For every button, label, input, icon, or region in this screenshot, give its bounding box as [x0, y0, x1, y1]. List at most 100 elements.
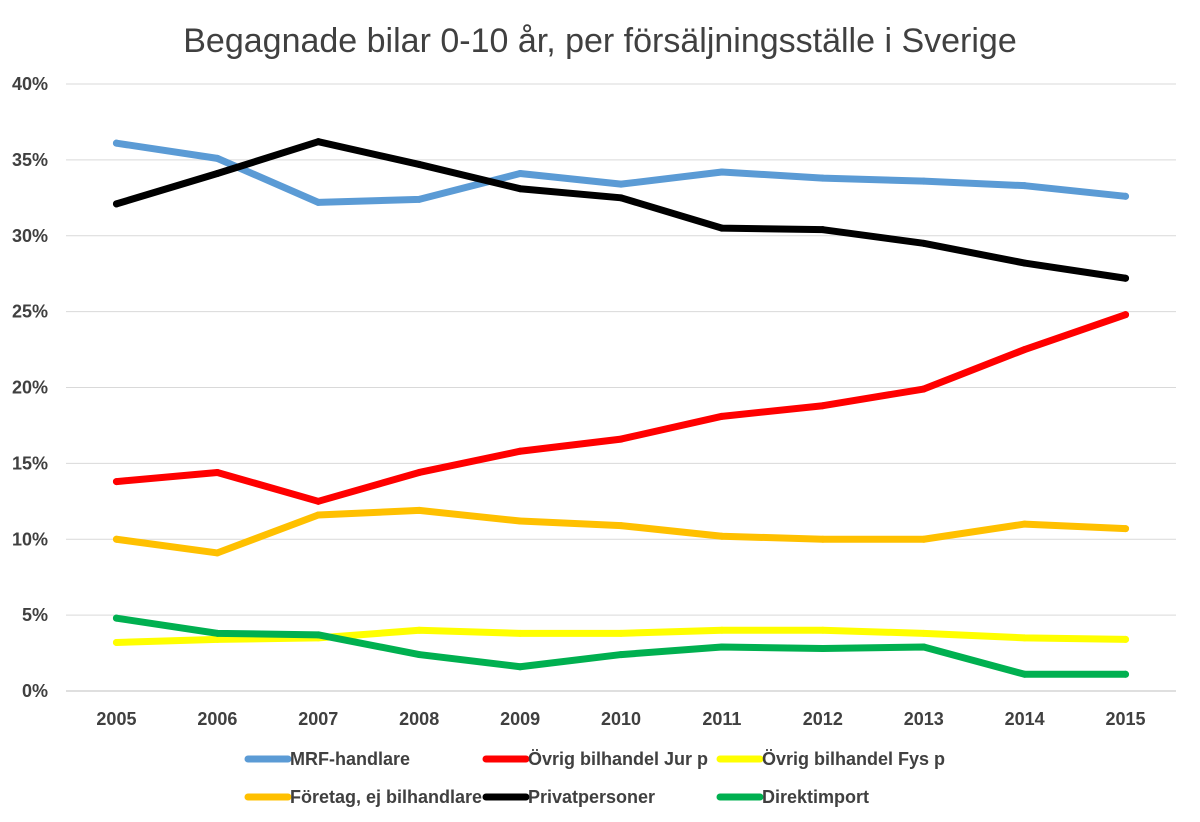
legend-label: Privatpersoner: [528, 787, 655, 807]
y-tick-label: 15%: [12, 453, 48, 473]
series-group: [112, 311, 1130, 505]
data-point: [314, 198, 322, 206]
data-point: [213, 635, 221, 643]
data-point: [415, 468, 423, 476]
series-line: [112, 139, 1130, 206]
data-point: [718, 168, 726, 176]
data-point: [617, 194, 625, 202]
data-point: [1021, 670, 1029, 678]
y-tick-label: 30%: [12, 226, 48, 246]
data-point: [718, 412, 726, 420]
y-tick-label: 0%: [22, 681, 48, 701]
data-point: [516, 170, 524, 178]
x-tick-label: 2013: [904, 709, 944, 729]
data-point: [920, 177, 928, 185]
data-point: [819, 626, 827, 634]
data-point: [213, 549, 221, 557]
data-point: [314, 631, 322, 639]
chart-title: Begagnade bilar 0-10 år, per försäljning…: [183, 22, 1017, 60]
y-tick-label: 35%: [12, 150, 48, 170]
data-point: [617, 180, 625, 188]
x-tick-label: 2012: [803, 709, 843, 729]
data-point: [516, 447, 524, 455]
data-point: [516, 629, 524, 637]
data-point: [819, 226, 827, 234]
series-line: [112, 614, 1130, 678]
data-point: [920, 535, 928, 543]
data-point: [415, 626, 423, 634]
data-point: [415, 651, 423, 659]
legend: MRF-handlare Övrig bilhandel Jur p Övrig b…: [244, 749, 945, 807]
legend-label: MRF-handlare: [290, 749, 410, 769]
data-point: [1122, 635, 1130, 643]
data-point: [1021, 634, 1029, 642]
data-point: [314, 497, 322, 505]
data-point: [112, 478, 120, 486]
data-point: [213, 170, 221, 178]
x-tick-label: 2008: [399, 709, 439, 729]
x-tick-label: 2011: [702, 709, 741, 729]
data-point: [1021, 259, 1029, 267]
data-point: [112, 638, 120, 646]
data-point: [112, 200, 120, 208]
series-lines: [112, 138, 1130, 678]
data-point: [1021, 346, 1029, 354]
legend-label: Övrig bilhandel Fys p: [762, 749, 945, 769]
x-tick-label: 2009: [500, 709, 540, 729]
data-point: [920, 629, 928, 637]
y-tick-label: 20%: [12, 378, 48, 398]
data-point: [920, 643, 928, 651]
x-tick-label: 2007: [298, 709, 338, 729]
data-point: [112, 614, 120, 622]
data-point: [1021, 520, 1029, 528]
series-group: [112, 138, 1130, 282]
series-group: [112, 614, 1130, 678]
data-point: [718, 532, 726, 540]
legend-item: Privatpersoner: [482, 787, 655, 807]
x-tick-label: 2015: [1106, 709, 1146, 729]
data-point: [920, 239, 928, 247]
legend-item: MRF-handlare: [244, 749, 410, 769]
data-point: [1122, 192, 1130, 200]
data-point: [516, 517, 524, 525]
series-group: [112, 626, 1130, 646]
series-line: [112, 311, 1130, 505]
data-point: [415, 160, 423, 168]
data-point: [718, 224, 726, 232]
data-point: [617, 629, 625, 637]
x-tick-label: 2005: [96, 709, 136, 729]
legend-item: Direktimport: [716, 787, 869, 807]
data-point: [617, 435, 625, 443]
data-point: [314, 138, 322, 146]
series-line: [112, 138, 1130, 282]
x-tick-label: 2010: [601, 709, 641, 729]
series-group: [112, 506, 1130, 557]
legend-item: Övrig bilhandel Fys p: [716, 749, 945, 769]
data-point: [1122, 525, 1130, 533]
y-tick-label: 40%: [12, 74, 48, 94]
data-point: [1122, 311, 1130, 319]
gridlines: [66, 83, 1176, 692]
x-axis-ticks: 2005 2006 2007 2008 2009 2010 2011 2012 2013 2014…: [96, 709, 1145, 729]
data-point: [718, 643, 726, 651]
legend-label: Direktimport: [762, 787, 869, 807]
data-point: [112, 535, 120, 543]
x-tick-label: 2006: [197, 709, 237, 729]
data-point: [516, 185, 524, 193]
data-point: [819, 645, 827, 653]
data-point: [819, 535, 827, 543]
y-tick-label: 10%: [12, 529, 48, 549]
legend-label: Övrig bilhandel Jur p: [528, 749, 708, 769]
data-point: [1122, 670, 1130, 678]
data-point: [1122, 274, 1130, 282]
y-tick-label: 25%: [12, 302, 48, 322]
data-point: [617, 522, 625, 530]
legend-item: Övrig bilhandel Jur p: [482, 749, 708, 769]
x-tick-label: 2014: [1005, 709, 1045, 729]
data-point: [213, 468, 221, 476]
data-point: [617, 651, 625, 659]
y-tick-label: 5%: [22, 605, 48, 625]
data-point: [516, 663, 524, 671]
